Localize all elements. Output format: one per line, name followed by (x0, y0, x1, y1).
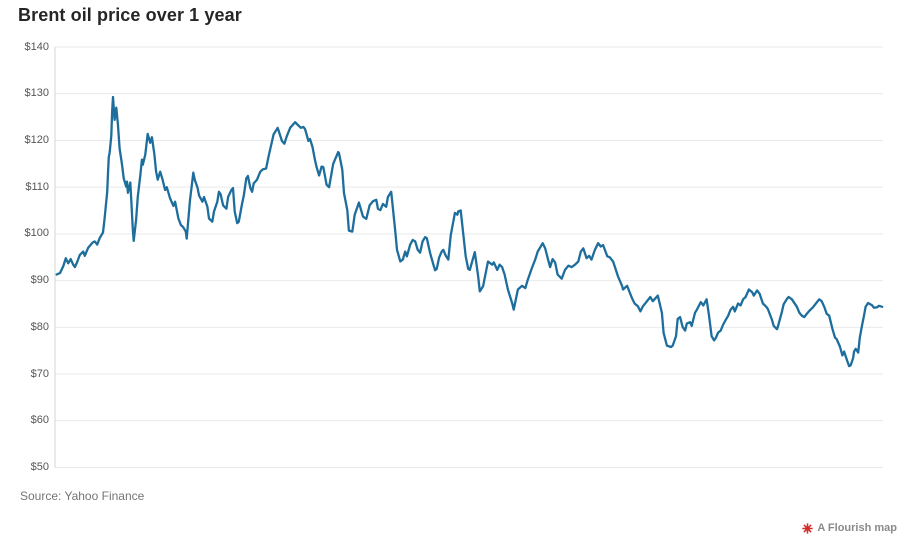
flourish-credit-link[interactable]: A Flourish map (802, 522, 897, 534)
chart-title: Brent oil price over 1 year (18, 5, 242, 25)
y-tick-label: $140 (24, 40, 49, 53)
y-tick-label: $110 (25, 180, 49, 193)
flourish-credit-label: A Flourish map (817, 522, 897, 534)
price-line (55, 95, 884, 368)
y-tick-label: $90 (30, 274, 49, 287)
y-tick-label: $130 (24, 87, 49, 100)
flourish-logo-icon (802, 522, 813, 534)
y-tick-label: $50 (30, 461, 49, 473)
y-tick-label: $100 (24, 227, 49, 240)
y-tick-label: $60 (30, 414, 49, 427)
y-tick-label: $80 (30, 320, 49, 333)
y-tick-label: $120 (24, 133, 49, 146)
y-tick-label: $70 (30, 367, 49, 380)
source-note: Source: Yahoo Finance (20, 489, 145, 503)
